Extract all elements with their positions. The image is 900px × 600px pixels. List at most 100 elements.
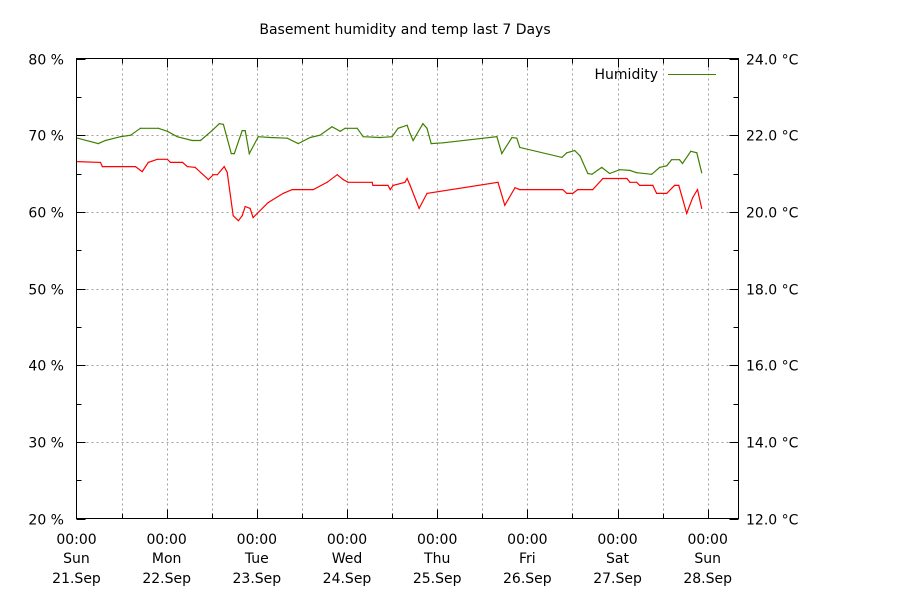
data-point-temperature xyxy=(404,181,406,183)
x-tick-label-line: 00:00 xyxy=(597,532,637,548)
data-point-humidity xyxy=(579,155,581,157)
data-point-temperature xyxy=(678,184,680,186)
data-point-humidity xyxy=(97,143,99,145)
data-point-humidity xyxy=(119,136,122,138)
data-point-temperature xyxy=(566,192,568,195)
data-point-temperature xyxy=(696,189,699,191)
data-point-humidity xyxy=(339,130,341,132)
legend: Humidity xyxy=(595,67,716,83)
data-point-temperature xyxy=(592,189,594,191)
y2-tick-label: 22.0 °C xyxy=(746,129,799,145)
data-point-temperature xyxy=(207,179,209,181)
x-tick-label-line: Mon xyxy=(152,551,182,567)
data-point-temperature xyxy=(212,174,214,176)
x-tick-label-line: 00:00 xyxy=(507,532,547,548)
data-point-humidity xyxy=(501,152,503,155)
data-point-humidity xyxy=(412,139,414,142)
x-tick-label: 00:00 Fri 26.Sep xyxy=(503,532,552,587)
data-point-temperature xyxy=(336,174,338,176)
data-point-temperature xyxy=(267,202,269,204)
chart-title: Basement humidity and temp last 7 Days xyxy=(259,22,550,38)
data-point-temperature xyxy=(237,220,240,222)
data-point-humidity xyxy=(362,136,364,138)
x-tick-label-line: 00:00 xyxy=(146,532,186,548)
y-tick-label: 80 % xyxy=(28,53,64,69)
data-point-humidity xyxy=(191,139,193,142)
data-point-temperature xyxy=(504,204,506,206)
y2-tick-label: 14.0 °C xyxy=(746,436,799,452)
y-tick-label: 60 % xyxy=(28,206,64,222)
data-point-temperature xyxy=(147,161,149,163)
data-point-temperature xyxy=(577,189,579,191)
data-point-humidity xyxy=(139,127,141,129)
y-tick-label: 70 % xyxy=(28,129,64,145)
x-tick-label-line: 00:00 xyxy=(688,532,728,548)
data-point-temperature xyxy=(226,171,228,173)
x-tick-label-line: Sun xyxy=(694,551,721,567)
x-tick-label-line: Fri xyxy=(519,551,536,567)
data-point-temperature xyxy=(562,189,564,191)
data-point-temperature xyxy=(371,181,373,183)
data-point-temperature xyxy=(572,192,574,195)
data-point-temperature xyxy=(674,184,676,186)
data-point-temperature xyxy=(519,189,521,191)
x-tick-label-line: 23.Sep xyxy=(233,571,282,587)
data-point-humidity xyxy=(257,136,259,138)
data-point-humidity xyxy=(430,143,432,145)
data-point-temperature xyxy=(701,207,703,209)
data-point-humidity xyxy=(230,152,232,155)
data-point-humidity xyxy=(379,136,381,139)
data-point-temperature xyxy=(686,212,688,214)
data-point-humidity xyxy=(561,156,563,158)
data-point-humidity xyxy=(619,169,621,171)
y2-tick-label: 12.0 °C xyxy=(746,513,799,529)
data-point-humidity xyxy=(397,127,399,129)
data-point-temperature xyxy=(291,189,293,191)
series-line-humidity xyxy=(77,122,703,175)
data-point-humidity xyxy=(496,136,498,138)
y-tick-label: 30 % xyxy=(28,436,64,452)
data-point-humidity xyxy=(391,136,393,138)
data-point-humidity xyxy=(248,152,250,155)
x-tick-label-line: Wed xyxy=(332,551,363,567)
data-point-humidity xyxy=(157,127,160,129)
data-point-humidity xyxy=(671,159,673,161)
data-point-temperature xyxy=(514,187,516,189)
data-point-temperature xyxy=(232,215,234,217)
data-point-humidity xyxy=(511,136,513,139)
data-point-humidity xyxy=(409,133,411,135)
data-point-temperature xyxy=(426,192,428,195)
data-point-temperature xyxy=(387,184,389,186)
x-tick-label: 00:00 Wed 24.Sep xyxy=(323,532,372,587)
x-tick-label-line: Tue xyxy=(244,551,269,567)
x-tick-label-line: 24.Sep xyxy=(323,571,372,587)
data-point-temperature xyxy=(497,181,499,183)
data-point-temperature xyxy=(141,170,143,173)
data-point-humidity xyxy=(678,159,681,161)
x-tick-label-line: 00:00 xyxy=(417,532,457,548)
data-point-temperature xyxy=(639,184,641,186)
data-point-temperature xyxy=(181,161,184,163)
data-point-humidity xyxy=(233,152,235,155)
data-point-temperature xyxy=(629,181,631,183)
data-point-temperature xyxy=(666,192,668,195)
data-point-humidity xyxy=(690,150,692,152)
data-point-humidity xyxy=(211,129,213,132)
data-point-humidity xyxy=(244,129,246,132)
data-point-humidity xyxy=(77,137,79,139)
data-point-humidity xyxy=(609,172,611,175)
y-tick-label: 50 % xyxy=(28,283,64,299)
data-point-temperature xyxy=(655,192,658,195)
data-point-humidity xyxy=(241,129,243,132)
data-point-temperature xyxy=(692,197,694,199)
data-point-humidity xyxy=(636,172,638,174)
data-point-humidity xyxy=(601,166,603,168)
data-point-temperature xyxy=(99,161,102,163)
data-point-temperature xyxy=(282,192,284,195)
data-point-humidity xyxy=(701,172,703,174)
x-tick-label-line: 26.Sep xyxy=(503,571,552,587)
x-tick-label: 00:00 Sat 27.Sep xyxy=(593,532,642,587)
data-point-humidity xyxy=(426,127,428,129)
y2-tick-label: 20.0 °C xyxy=(746,206,799,222)
data-point-temperature xyxy=(326,181,328,183)
